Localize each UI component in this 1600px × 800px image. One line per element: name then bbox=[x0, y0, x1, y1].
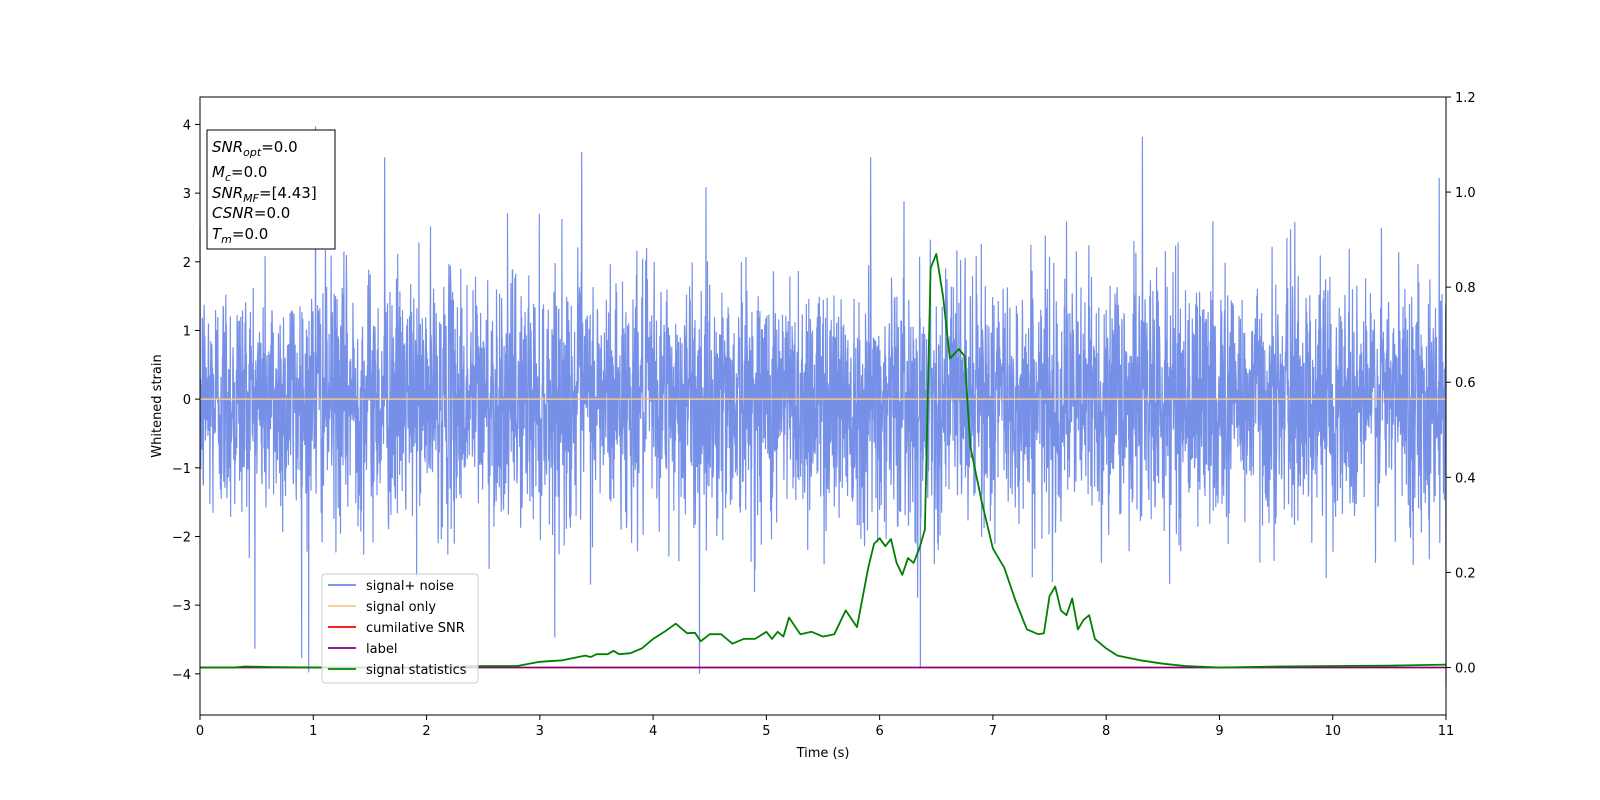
x-tick-label: 1 bbox=[309, 724, 317, 739]
legend: signal+ noise signal only cumilative SNR la… bbox=[321, 573, 479, 684]
axis-ticks: 0 1 2 3 4 5 6 7 8 9 10 1143210−1−2−3−41.21.00.80.60… bbox=[172, 91, 1476, 739]
y2-tick-label: 0.2 bbox=[1455, 566, 1476, 581]
y-tick-label: −4 bbox=[172, 668, 191, 683]
info-mc: Mc=0.0 bbox=[212, 163, 267, 184]
x-axis-label: Time (s) bbox=[796, 746, 850, 761]
parameter-info-box: SNRopt=0.0 Mc=0.0 SNRMF=[4.43] CSNR=0.0 … bbox=[206, 129, 336, 250]
info-csnr: CSNR=0.0 bbox=[212, 204, 290, 222]
info-tm: Tm=0.0 bbox=[212, 225, 268, 246]
legend-entry-label: signal+ noise bbox=[366, 579, 454, 594]
x-tick-label: 2 bbox=[422, 724, 430, 739]
x-tick-label: 3 bbox=[536, 724, 544, 739]
series-signal-statistics-line bbox=[200, 253, 1447, 669]
axes-frame bbox=[199, 96, 1447, 716]
y-tick-label: 1 bbox=[183, 324, 191, 339]
y-tick-label: 2 bbox=[183, 256, 191, 271]
x-tick-label: 11 bbox=[1438, 724, 1455, 739]
legend-frame bbox=[321, 573, 479, 684]
y-tick-label: 4 bbox=[183, 118, 191, 133]
y-tick-label: 3 bbox=[183, 187, 191, 202]
x-tick-label: 9 bbox=[1215, 724, 1223, 739]
y-tick-label: −3 bbox=[172, 599, 191, 614]
y2-tick-label: 0.0 bbox=[1455, 661, 1476, 676]
y-tick-label: 0 bbox=[183, 393, 191, 408]
info-snr-mf: SNRMF=[4.43] bbox=[212, 184, 317, 205]
y-tick-label: −2 bbox=[172, 530, 191, 545]
info-snr-opt: SNRopt=0.0 bbox=[212, 138, 298, 159]
x-tick-label: 0 bbox=[196, 724, 204, 739]
legend-entry-label: signal statistics bbox=[366, 663, 467, 678]
x-tick-label: 7 bbox=[989, 724, 997, 739]
y2-tick-label: 1.0 bbox=[1455, 186, 1476, 201]
y-axis-label: Whitened strain bbox=[150, 354, 165, 457]
x-tick-label: 8 bbox=[1102, 724, 1110, 739]
x-tick-label: 5 bbox=[762, 724, 770, 739]
x-tick-label: 10 bbox=[1324, 724, 1341, 739]
info-box-frame bbox=[206, 129, 336, 250]
legend-entry-label: signal only bbox=[366, 600, 436, 615]
legend-entry-label: label bbox=[366, 642, 397, 657]
legend-entry-label: cumilative SNR bbox=[366, 621, 465, 636]
y2-tick-label: 0.4 bbox=[1455, 471, 1476, 486]
y2-tick-label: 1.2 bbox=[1455, 91, 1476, 106]
y-tick-label: −1 bbox=[172, 462, 191, 477]
x-tick-label: 4 bbox=[649, 724, 657, 739]
y2-tick-label: 0.6 bbox=[1455, 376, 1476, 391]
x-tick-label: 6 bbox=[875, 724, 883, 739]
y2-tick-label: 0.8 bbox=[1455, 281, 1476, 296]
